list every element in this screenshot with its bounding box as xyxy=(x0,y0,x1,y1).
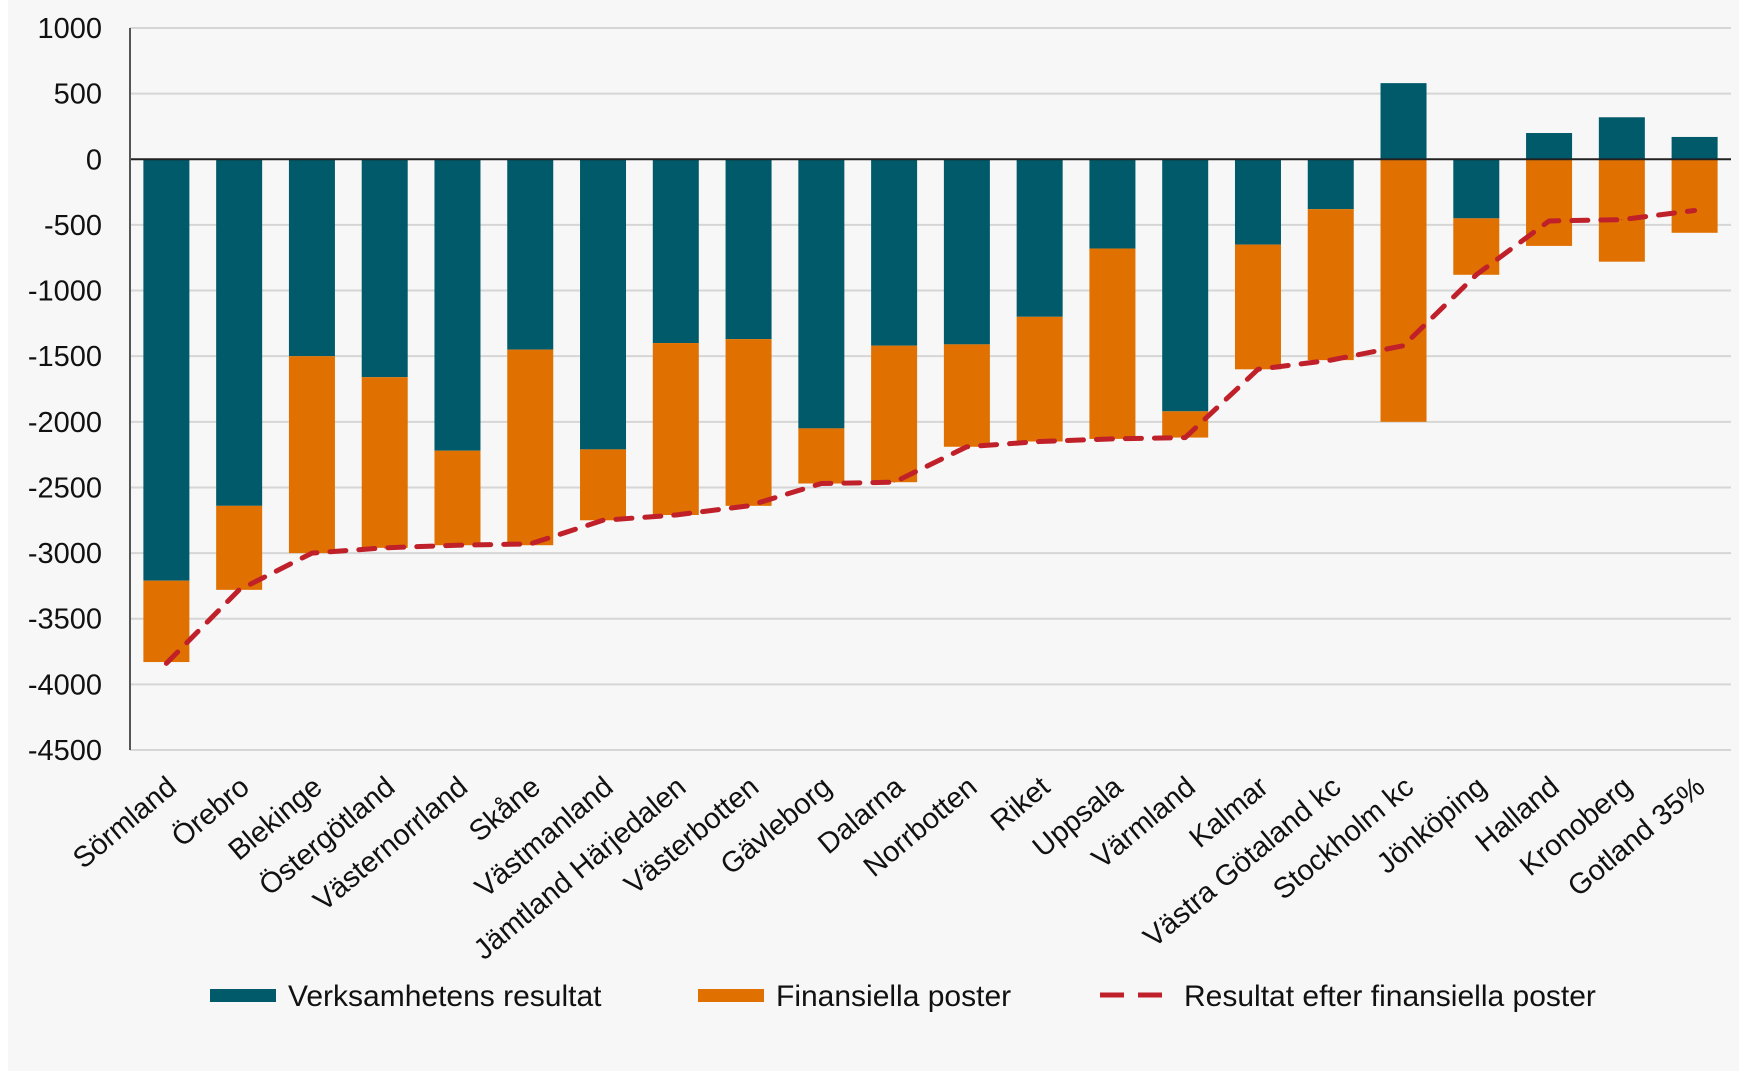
result-point xyxy=(675,514,677,516)
bar-verksamhet-17 xyxy=(1380,83,1427,160)
result-point xyxy=(1475,274,1477,276)
legend-label-resultat: Resultat efter finansiella poster xyxy=(1184,980,1596,1013)
y-tick-label: 1000 xyxy=(37,13,102,45)
result-point xyxy=(1039,441,1041,443)
bar-finansiella-18 xyxy=(1453,218,1500,275)
bar-finansiella-21 xyxy=(1671,159,1718,233)
result-point xyxy=(1694,209,1696,211)
result-point xyxy=(748,505,750,507)
result-point xyxy=(1184,437,1186,439)
y-tick-label: -2000 xyxy=(28,407,102,439)
result-point xyxy=(384,547,386,549)
bar-finansiella-12 xyxy=(1016,316,1063,442)
bar-verksamhet-8 xyxy=(725,159,772,340)
legend-item-finansiella: Finansiella poster xyxy=(698,980,1011,1013)
y-tick-label: -3500 xyxy=(28,604,102,636)
bar-finansiella-10 xyxy=(871,345,918,483)
bar-verksamhet-0 xyxy=(143,159,190,581)
result-point xyxy=(1403,345,1405,347)
bar-finansiella-20 xyxy=(1598,159,1645,262)
y-tick-label: -4500 xyxy=(28,735,102,767)
chart-panel: 1000 500 0 -500 -1000 -1500 -2000 -2500 -3000 -35… xyxy=(8,0,1739,1071)
bar-finansiella-15 xyxy=(1234,244,1281,370)
bar-verksamhet-18 xyxy=(1453,159,1500,219)
result-point xyxy=(1330,359,1332,361)
bar-verksamhet-6 xyxy=(580,159,627,450)
bar-verksamhet-11 xyxy=(943,159,990,345)
stacked-bar-chart: 1000 500 0 -500 -1000 -1500 -2000 -2500 -3000 -35… xyxy=(28,13,1731,1013)
legend-label-verksamhet: Verksamhetens resultat xyxy=(288,980,602,1013)
bar-verksamhet-10 xyxy=(871,159,918,346)
bar-finansiella-17 xyxy=(1380,159,1427,422)
result-point xyxy=(966,446,968,448)
bar-verksamhet-3 xyxy=(361,159,408,378)
bar-verksamhet-16 xyxy=(1307,159,1354,210)
result-point xyxy=(1621,219,1623,221)
bar-finansiella-0 xyxy=(143,580,190,663)
bar-finansiella-11 xyxy=(943,344,990,447)
legend-item-resultat: Resultat efter finansiella poster xyxy=(1100,980,1596,1013)
bar-finansiella-6 xyxy=(580,449,627,521)
y-tick-label: -1500 xyxy=(28,341,102,373)
bar-verksamhet-20 xyxy=(1598,117,1645,160)
y-tick-label: -500 xyxy=(44,210,102,242)
bar-finansiella-1 xyxy=(216,505,263,590)
bar-finansiella-5 xyxy=(507,349,554,546)
bar-finansiella-7 xyxy=(652,343,699,516)
result-point xyxy=(1548,220,1550,222)
legend-item-verksamhet: Verksamhetens resultat xyxy=(210,980,602,1013)
bar-verksamhet-5 xyxy=(507,159,554,350)
y-tick-label: -2500 xyxy=(28,472,102,504)
y-axis-tick-labels: 1000 500 0 -500 -1000 -1500 -2000 -2500 -3000 -35… xyxy=(28,13,102,767)
result-point xyxy=(602,519,604,521)
legend-label-finansiella: Finansiella poster xyxy=(776,980,1011,1013)
bar-verksamhet-13 xyxy=(1089,159,1136,249)
legend-swatch-finansiella xyxy=(698,989,764,1002)
result-line xyxy=(163,207,1698,666)
result-line-series xyxy=(163,207,1698,666)
result-point xyxy=(1257,368,1259,370)
result-point xyxy=(311,552,313,554)
bar-verksamhet-15 xyxy=(1234,159,1281,245)
x-axis-category-labels: SörmlandÖrebroBlekingeÖstergötlandVäster… xyxy=(67,770,1711,966)
bar-verksamhet-14 xyxy=(1162,159,1209,412)
y-tick-label: 500 xyxy=(54,79,102,111)
result-point xyxy=(820,483,822,485)
bar-finansiella-4 xyxy=(434,450,481,546)
bar-finansiella-16 xyxy=(1307,209,1354,361)
bar-verksamhet-7 xyxy=(652,159,699,344)
y-tick-label: -3000 xyxy=(28,538,102,570)
bar-finansiella-9 xyxy=(798,428,845,484)
bar-verksamhet-21 xyxy=(1671,136,1718,160)
result-point xyxy=(893,481,895,483)
result-point xyxy=(456,544,458,546)
bar-finansiella-13 xyxy=(1089,248,1136,439)
bar-verksamhet-19 xyxy=(1526,133,1573,160)
bar-finansiella-2 xyxy=(288,356,335,554)
bar-verksamhet-1 xyxy=(216,159,263,506)
bar-verksamhet-2 xyxy=(288,159,335,357)
legend-swatch-verksamhet xyxy=(210,989,276,1002)
bars xyxy=(143,83,1718,663)
result-point xyxy=(238,589,240,591)
bar-finansiella-3 xyxy=(361,377,408,548)
result-point xyxy=(165,662,167,664)
result-point xyxy=(529,543,531,545)
y-tick-label: -4000 xyxy=(28,669,102,701)
bar-verksamhet-9 xyxy=(798,159,845,429)
x-category-label: Sörmland xyxy=(67,771,183,875)
bar-finansiella-8 xyxy=(725,339,772,506)
bar-verksamhet-4 xyxy=(434,159,481,451)
y-tick-label: -1000 xyxy=(28,276,102,308)
y-tick-label: 0 xyxy=(86,144,102,176)
bar-finansiella-14 xyxy=(1162,411,1209,438)
legend: Verksamhetens resultat Finansiella poste… xyxy=(210,980,1596,1013)
result-point xyxy=(1111,438,1113,440)
bar-verksamhet-12 xyxy=(1016,159,1063,317)
